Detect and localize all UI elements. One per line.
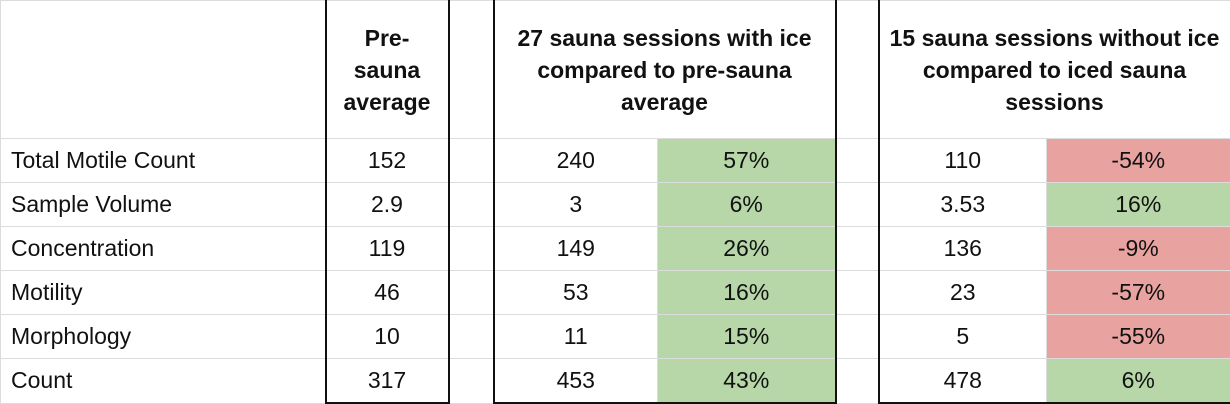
gap-cell xyxy=(835,226,880,271)
iced-value: 3 xyxy=(492,182,658,227)
noice-change: -57% xyxy=(1046,270,1230,315)
row-label: Sample Volume xyxy=(0,182,326,227)
noice-change: 6% xyxy=(1046,358,1230,404)
data-row: Motility 46 53 16% 23 -57% xyxy=(0,270,1230,315)
iced-change: 16% xyxy=(656,270,837,315)
pre-value: 10 xyxy=(324,314,450,359)
gap-cell xyxy=(448,226,494,271)
row-label: Count xyxy=(0,358,326,404)
gap-cell xyxy=(448,270,494,315)
iced-value: 53 xyxy=(492,270,658,315)
gap-cell xyxy=(448,314,494,359)
iced-change: 57% xyxy=(656,138,837,183)
iced-change: 26% xyxy=(656,226,837,271)
row-label: Total Motile Count xyxy=(0,138,326,183)
iced-value: 11 xyxy=(492,314,658,359)
noice-change: 16% xyxy=(1046,182,1230,227)
data-row: Sample Volume 2.9 3 6% 3.53 16% xyxy=(0,182,1230,227)
noice-value: 110 xyxy=(877,138,1048,183)
header-cell xyxy=(448,0,494,139)
noice-value: 136 xyxy=(877,226,1048,271)
noice-value: 3.53 xyxy=(877,182,1048,227)
iced-value: 453 xyxy=(492,358,658,404)
noice-change: -9% xyxy=(1046,226,1230,271)
header-cell xyxy=(0,0,326,139)
iced-change: 6% xyxy=(656,182,837,227)
iced-change: 43% xyxy=(656,358,837,404)
noice-change: -55% xyxy=(1046,314,1230,359)
gap-cell xyxy=(448,358,494,404)
row-label: Morphology xyxy=(0,314,326,359)
pre-value: 317 xyxy=(324,358,450,404)
noice-value: 23 xyxy=(877,270,1048,315)
data-row: Morphology 10 11 15% 5 -55% xyxy=(0,314,1230,359)
pre-value: 152 xyxy=(324,138,450,183)
pre-value: 119 xyxy=(324,226,450,271)
data-row: Count 317 453 43% 478 6% xyxy=(0,358,1230,404)
header-cell: 27 sauna sessions with ice compared to p… xyxy=(492,0,837,139)
data-row: Total Motile Count 152 240 57% 110 -54% xyxy=(0,138,1230,183)
iced-value: 149 xyxy=(492,226,658,271)
row-label: Motility xyxy=(0,270,326,315)
noice-value: 5 xyxy=(877,314,1048,359)
noice-change: -54% xyxy=(1046,138,1230,183)
noice-value: 478 xyxy=(877,358,1048,404)
header-row: Pre-sauna average 27 sauna sessions with… xyxy=(0,0,1230,139)
gap-cell xyxy=(835,270,880,315)
pre-value: 46 xyxy=(324,270,450,315)
header-cell: Pre-sauna average xyxy=(324,0,450,139)
header-cell xyxy=(835,0,880,139)
data-row: Concentration 119 149 26% 136 -9% xyxy=(0,226,1230,271)
pre-value: 2.9 xyxy=(324,182,450,227)
gap-cell xyxy=(448,182,494,227)
gap-cell xyxy=(835,138,880,183)
gap-cell xyxy=(835,314,880,359)
iced-value: 240 xyxy=(492,138,658,183)
row-label: Concentration xyxy=(0,226,326,271)
gap-cell xyxy=(835,358,880,404)
header-cell: 15 sauna sessions without ice compared t… xyxy=(877,0,1230,139)
iced-change: 15% xyxy=(656,314,837,359)
gap-cell xyxy=(835,182,880,227)
gap-cell xyxy=(448,138,494,183)
